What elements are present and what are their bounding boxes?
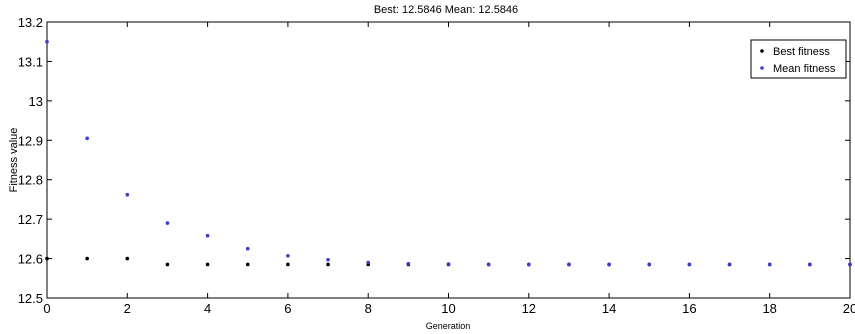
x-tick-label: 0 (43, 301, 50, 316)
legend: Best fitness Mean fitness (750, 39, 847, 79)
y-axis-label: Fitness value (8, 128, 20, 193)
x-tick-label: 8 (365, 301, 372, 316)
y-tick-label: 12.7 (18, 212, 43, 227)
y-tick-label: 13.1 (18, 54, 43, 69)
point-mean-fitness (567, 262, 571, 267)
point-best-fitness (165, 262, 170, 267)
point-best-fitness (125, 256, 130, 261)
point-mean-fitness (125, 192, 130, 197)
y-tick-label: 12.5 (18, 291, 43, 306)
plot-area (46, 21, 851, 299)
legend-marker-mean-fitness (760, 66, 764, 70)
point-best-fitness (85, 256, 89, 261)
x-tick-label: 16 (682, 301, 696, 316)
y-tick-label: 13.2 (18, 15, 43, 30)
point-mean-fitness (848, 262, 852, 267)
point-mean-fitness (687, 262, 692, 267)
point-mean-fitness (286, 254, 290, 258)
data-points (45, 39, 852, 267)
point-mean-fitness (406, 261, 411, 266)
point-mean-fitness (527, 262, 531, 267)
y-tick-label: 12.6 (18, 252, 43, 267)
y-tick-label: 12.9 (18, 133, 43, 148)
point-mean-fitness (808, 262, 812, 267)
legend-label-mean-fitness: Mean fitness (773, 63, 836, 75)
point-best-fitness (45, 256, 49, 261)
point-mean-fitness (45, 39, 49, 44)
x-tick-label: 14 (602, 301, 616, 316)
x-tick-label: 6 (284, 301, 291, 316)
point-mean-fitness (767, 262, 772, 267)
point-best-fitness (245, 262, 250, 267)
point-mean-fitness (727, 262, 732, 267)
x-tick-label: 20 (843, 301, 855, 316)
y-tick-label: 13 (29, 94, 43, 109)
axis-ticks: 0 2 4 6 8 10 12 14 16 18 20 12.5 12.6 12.7 12.8 12.9 13 1… (18, 15, 855, 316)
point-best-fitness (286, 262, 290, 267)
x-tick-label: 12 (522, 301, 536, 316)
point-mean-fitness (245, 246, 250, 251)
point-mean-fitness (326, 257, 330, 262)
legend-label-best-fitness: Best fitness (773, 46, 830, 58)
point-mean-fitness (647, 262, 652, 267)
x-tick-label: 18 (762, 301, 776, 316)
x-tick-label: 4 (204, 301, 211, 316)
legend-box (750, 39, 847, 79)
point-mean-fitness (446, 262, 451, 266)
point-mean-fitness (366, 260, 371, 265)
legend-marker-best-fitness (760, 49, 764, 53)
point-best-fitness (326, 262, 330, 267)
point-mean-fitness (205, 233, 210, 238)
x-axis-label: Generation (426, 321, 471, 331)
point-mean-fitness (85, 136, 89, 141)
x-tick-label: 10 (441, 301, 455, 316)
point-best-fitness (205, 262, 210, 267)
chart-title: Best: 12.5846 Mean: 12.5846 (374, 4, 518, 16)
point-mean-fitness (165, 221, 170, 225)
x-tick-label: 2 (124, 301, 131, 316)
point-mean-fitness (607, 262, 611, 267)
point-mean-fitness (486, 262, 491, 267)
y-tick-label: 12.8 (18, 173, 43, 188)
